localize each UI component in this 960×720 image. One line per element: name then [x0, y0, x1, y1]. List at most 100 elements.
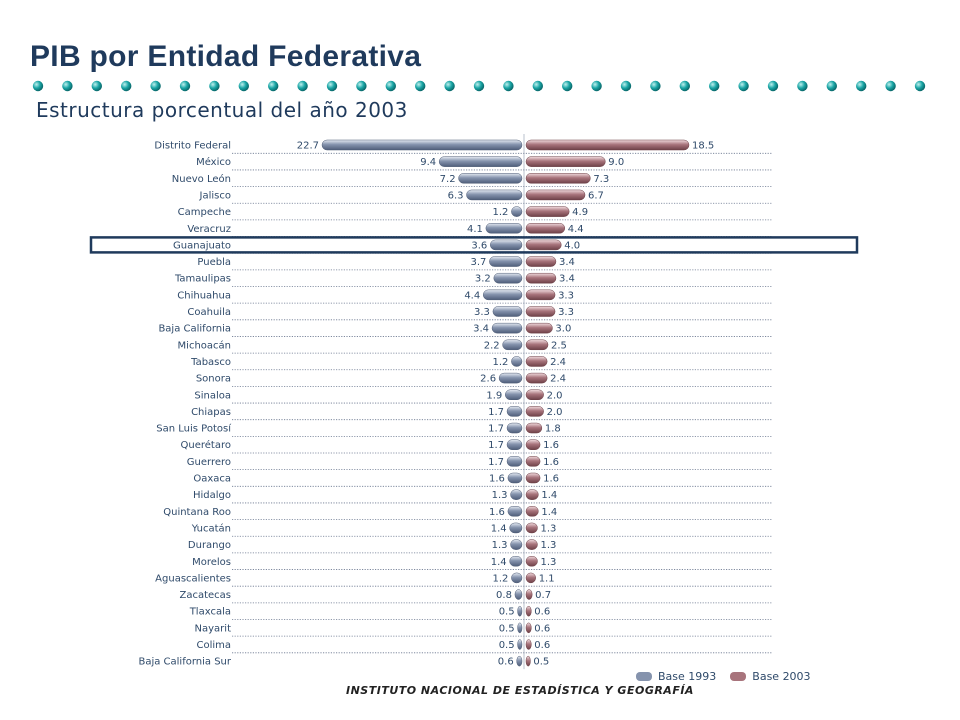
divider-dot — [121, 80, 132, 92]
value-label-1993: 0.5 — [499, 640, 515, 651]
divider-dot — [620, 80, 632, 92]
divider-dot — [385, 80, 396, 92]
bar-2003 — [525, 572, 536, 584]
bar-2003 — [525, 422, 543, 434]
category-label: Tamaulipas — [174, 274, 231, 285]
category-label: Zacatecas — [179, 590, 231, 601]
category-label: Quintana Roo — [163, 507, 231, 518]
bar-2003 — [525, 456, 541, 467]
bar-1993 — [492, 306, 523, 317]
bar-2003 — [525, 556, 538, 567]
divider-dot — [591, 80, 602, 92]
bar-2003 — [525, 339, 549, 351]
bar-1993 — [506, 406, 523, 417]
value-label-2003: 6.7 — [588, 190, 604, 201]
bar-1993 — [511, 572, 523, 584]
category-label: San Luis Potosí — [156, 423, 232, 435]
value-label-2003: 0.6 — [534, 607, 550, 618]
page-title: PIB por Entidad Federativa — [30, 40, 422, 73]
value-label-2003: 1.3 — [540, 540, 556, 551]
value-label-2003: 1.4 — [541, 490, 557, 501]
category-label: Yucatán — [191, 522, 231, 534]
category-label: Nuevo León — [172, 173, 231, 185]
bar-2003 — [525, 389, 544, 400]
legend-label-2003: Base 2003 — [752, 669, 811, 683]
divider-dot — [473, 80, 485, 92]
value-label-2003: 2.4 — [550, 374, 566, 385]
value-label-2003: 4.4 — [568, 224, 584, 235]
category-label: Chihuahua — [177, 290, 231, 301]
value-label-1993: 1.7 — [488, 424, 504, 435]
bar-1993 — [490, 239, 523, 251]
value-label-1993: 1.2 — [493, 357, 509, 368]
value-label-1993: 9.4 — [420, 157, 436, 168]
category-label: Campeche — [178, 207, 231, 218]
bar-1993 — [511, 206, 523, 217]
value-label-1993: 6.3 — [448, 190, 464, 201]
category-label: Puebla — [197, 257, 231, 268]
divider-dot — [415, 80, 426, 92]
bar-1993 — [489, 256, 523, 267]
category-label: Veracruz — [187, 224, 231, 235]
value-label-1993: 1.7 — [488, 457, 504, 468]
bar-1993 — [510, 489, 523, 500]
value-label-2003: 1.3 — [540, 523, 556, 534]
divider-dot — [297, 80, 308, 92]
bar-2003 — [525, 489, 539, 500]
divider-dot — [268, 80, 279, 92]
value-label-1993: 1.4 — [491, 523, 507, 534]
divider-dot — [62, 80, 73, 92]
category-label: Sonora — [196, 374, 231, 385]
bar-2003 — [525, 622, 532, 634]
divider-dot — [885, 80, 896, 92]
bar-1993 — [509, 522, 523, 534]
bar-2003 — [525, 605, 532, 617]
bar-1993 — [505, 389, 523, 400]
value-label-2003: 1.6 — [543, 474, 559, 485]
category-label: Michoacán — [178, 339, 231, 351]
value-label-2003: 2.4 — [550, 357, 566, 368]
value-label-1993: 3.6 — [471, 240, 487, 251]
bar-2003 — [525, 139, 690, 151]
divider-dot — [150, 80, 161, 92]
bar-2003 — [525, 223, 566, 234]
bar-1993 — [506, 439, 523, 450]
value-label-2003: 4.0 — [564, 240, 580, 251]
divider-dot — [826, 80, 837, 92]
value-label-2003: 18.5 — [692, 141, 714, 152]
value-label-1993: 2.6 — [480, 374, 496, 385]
category-label: Nayarit — [195, 623, 232, 634]
value-label-1993: 1.2 — [493, 573, 509, 584]
value-label-2003: 4.9 — [572, 207, 588, 218]
legend-swatch-2003 — [730, 671, 747, 681]
legend-swatch-1993 — [636, 671, 652, 681]
value-label-1993: 3.3 — [474, 307, 490, 318]
divider-dot — [32, 80, 44, 92]
divider-dot — [914, 80, 926, 92]
divider-dot — [797, 80, 808, 92]
dotted-divider — [32, 80, 926, 92]
category-label: Coahuila — [187, 307, 231, 318]
value-label-1993: 1.7 — [488, 440, 504, 451]
value-label-1993: 1.2 — [493, 207, 509, 218]
category-label: Guerrero — [187, 457, 231, 468]
value-label-1993: 3.7 — [470, 257, 486, 268]
value-label-1993: 1.9 — [486, 390, 502, 401]
divider-dot — [356, 80, 367, 92]
category-label: México — [196, 156, 231, 168]
bar-1993 — [485, 223, 523, 234]
value-label-2003: 3.4 — [559, 274, 575, 285]
bar-1993 — [458, 173, 523, 184]
value-label-1993: 1.6 — [489, 474, 505, 485]
bar-2003 — [525, 272, 557, 284]
value-label-2003: 0.7 — [535, 590, 551, 601]
bar-1993 — [514, 589, 523, 600]
bar-1993 — [491, 322, 523, 334]
value-label-2003: 3.4 — [559, 257, 575, 268]
footer-institution: INSTITUTO NACIONAL DE ESTADÍSTICA Y GEOG… — [346, 684, 694, 697]
divider-dot — [532, 80, 543, 92]
value-label-1993: 1.3 — [492, 540, 508, 551]
value-label-2003: 2.5 — [551, 340, 567, 351]
category-label: Sinaloa — [194, 390, 231, 401]
value-label-2003: 1.6 — [543, 457, 559, 468]
